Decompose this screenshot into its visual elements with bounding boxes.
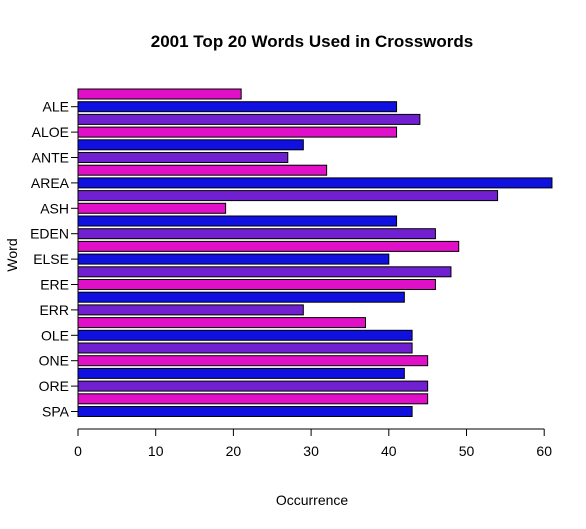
bar [77, 279, 436, 290]
bar [77, 380, 429, 392]
y-tick-label: EDEN [30, 226, 69, 242]
y-tick-label: ERE [40, 277, 69, 293]
y-tick-label: ASH [40, 200, 69, 216]
bar [77, 304, 304, 316]
y-tick-label: ERR [39, 302, 69, 318]
y-tick-label: ELSE [33, 251, 69, 267]
bars-group [77, 88, 553, 417]
x-axis-label: Occurrence [276, 492, 349, 508]
x-tick-label: 0 [74, 443, 82, 459]
y-tick-label: ANTE [32, 150, 69, 166]
y-tick-label: ONE [39, 353, 69, 369]
x-tick-label: 60 [536, 443, 552, 459]
bar [77, 126, 398, 138]
bar [77, 164, 328, 176]
y-axis-label: Word [4, 238, 20, 271]
y-tick-label: ORE [39, 378, 69, 394]
bar [77, 177, 553, 189]
bar [77, 152, 289, 163]
bar [77, 88, 242, 100]
bar [77, 228, 436, 240]
y-axis: ALE ALOE ANTE AREA ASH EDEN ELSE ERE ERR OLE ONE OR… [30, 99, 79, 420]
bar [77, 253, 390, 265]
y-tick-label: OLE [41, 327, 69, 343]
y-tick-label: AREA [31, 175, 70, 191]
bar [77, 393, 429, 405]
bar [77, 291, 405, 303]
x-tick-label: 20 [226, 443, 242, 459]
bar [77, 215, 398, 227]
bar [77, 139, 304, 151]
y-tick-label: ALE [43, 99, 69, 115]
x-tick-label: 40 [381, 443, 397, 459]
bar [77, 190, 499, 202]
bar [77, 406, 413, 417]
bar [77, 342, 413, 354]
x-tick-label: 30 [303, 443, 319, 459]
x-tick-label: 50 [459, 443, 475, 459]
x-axis: 0 10 20 30 40 50 60 [74, 428, 552, 459]
bar [77, 266, 452, 278]
chart-title: 2001 Top 20 Words Used in Crosswords [151, 32, 473, 51]
y-tick-label: SPA [42, 404, 70, 420]
bar [77, 317, 366, 329]
bar [77, 329, 413, 341]
bar [77, 202, 227, 214]
bar [77, 355, 429, 367]
bar [77, 113, 421, 125]
x-tick-label: 10 [148, 443, 164, 459]
bar [77, 240, 460, 252]
bar [77, 101, 398, 113]
bar [77, 367, 405, 379]
y-tick-label: ALOE [32, 124, 69, 140]
